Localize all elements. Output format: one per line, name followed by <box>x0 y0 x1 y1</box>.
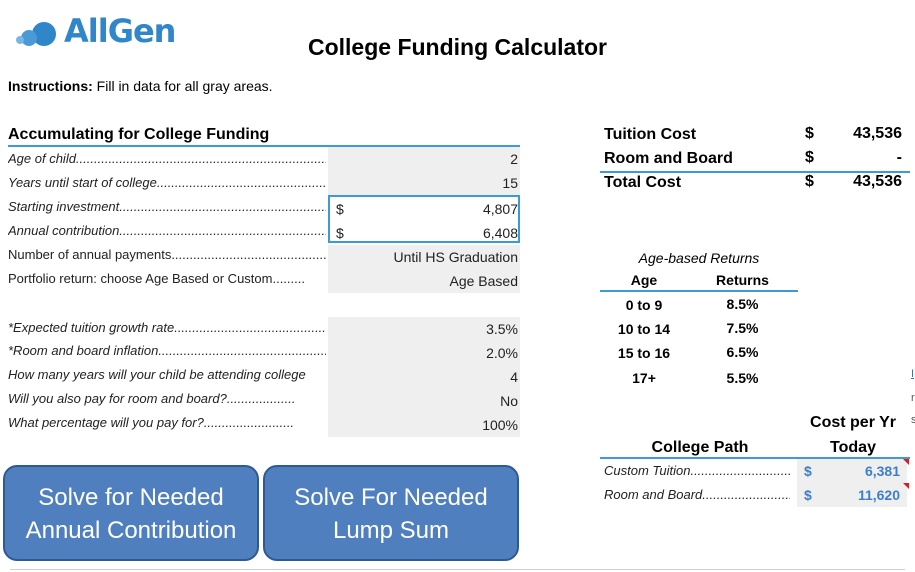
pay-percentage-input[interactable]: 100% <box>328 413 520 437</box>
tuition-cost-label: Tuition Cost <box>604 126 697 143</box>
age-range: 17+ <box>632 370 656 386</box>
age-range: 10 to 14 <box>617 321 671 337</box>
solve-lump-sum-button[interactable]: Solve For Needed Lump Sum <box>263 465 519 561</box>
custom-tuition-label: Custom Tuition..........................… <box>604 463 790 478</box>
comment-indicator-icon <box>903 483 909 489</box>
page-title: College Funding Calculator <box>307 34 607 60</box>
today-header: Today <box>830 439 876 456</box>
solve-lump-line1: Solve For Needed <box>294 484 488 511</box>
starting-investment-label: Starting investment.....................… <box>8 199 326 214</box>
years-attending-label: How many years will your child be attend… <box>8 367 306 382</box>
returns-header: Returns <box>716 272 769 288</box>
tuition-cost-currency: $ <box>805 125 814 142</box>
portfolio-return-label: Portfolio return: choose Age Based or Cu… <box>8 271 305 286</box>
edge-text-fragment: s <box>911 414 915 426</box>
age-range: 0 to 9 <box>625 297 663 313</box>
cost-per-year-header: Cost per Yr <box>810 414 896 431</box>
pay-percentage-label: What percentage will you pay for?.......… <box>8 415 295 430</box>
age-return: 8.5% <box>726 296 759 312</box>
age-based-title: Age-based Returns <box>638 250 760 266</box>
portfolio-return-select[interactable]: Age Based <box>328 269 520 293</box>
college-path-header: College Path <box>651 439 749 456</box>
room-board-cost-value: - <box>896 149 902 166</box>
bottom-divider <box>10 569 905 570</box>
solve-lump-line2: Lump Sum <box>332 517 450 544</box>
edge-link-fragment[interactable]: I <box>911 368 915 380</box>
output-highlight-box <box>328 195 520 243</box>
room-board-path-currency: $ <box>804 487 812 503</box>
starting-investment-field[interactable]: $ 4,807 <box>328 197 520 221</box>
age-of-child-input[interactable]: 2 <box>328 147 520 171</box>
age-of-child-label: Age of child............................… <box>8 151 326 166</box>
solve-annual-line1: Solve for Needed <box>38 484 224 511</box>
allgen-logo: AllGen <box>14 12 176 52</box>
age-return: 6.5% <box>726 344 759 360</box>
instructions-bold: Instructions: <box>8 78 93 94</box>
total-cost-currency: $ <box>805 173 814 190</box>
age-return: 7.5% <box>726 320 759 336</box>
age-range: 15 to 16 <box>617 345 671 361</box>
room-board-inflation-input[interactable]: 2.0% <box>328 341 520 365</box>
instructions: Instructions: Fill in data for all gray … <box>8 78 273 94</box>
total-cost-label: Total Cost <box>604 174 682 191</box>
solve-annual-contribution-button[interactable]: Solve for Needed Annual Contribution <box>3 465 259 561</box>
room-board-cost-label: Room and Board <box>604 150 733 167</box>
years-attending-input[interactable]: 4 <box>328 365 520 389</box>
room-board-path-label: Room and Board..........................… <box>604 487 790 502</box>
starting-investment-value: 4,807 <box>482 201 518 217</box>
annual-contribution-value: 6,408 <box>482 225 518 241</box>
custom-tuition-value: 6,381 <box>864 463 900 479</box>
tuition-growth-label: *Expected tuition growth rate...........… <box>8 320 326 335</box>
room-board-path-field[interactable] <box>797 483 907 507</box>
annual-payments-select[interactable]: Until HS Graduation <box>328 245 520 269</box>
custom-tuition-field[interactable] <box>797 459 907 483</box>
years-until-college-label: Years until start of college............… <box>8 175 326 190</box>
tuition-growth-input[interactable]: 3.5% <box>328 317 520 341</box>
age-header: Age <box>630 272 658 288</box>
section-title: Accumulating for College Funding <box>8 126 520 147</box>
college-path-divider <box>600 457 910 459</box>
annual-contribution-currency: $ <box>336 225 344 241</box>
age-based-divider <box>600 290 798 292</box>
pay-room-board-select[interactable]: No <box>328 389 520 413</box>
custom-tuition-currency: $ <box>804 463 812 479</box>
room-board-cost-currency: $ <box>805 149 814 166</box>
age-return: 5.5% <box>726 370 759 386</box>
annual-payments-label: Number of annual payments...............… <box>8 247 326 262</box>
instructions-text: Fill in data for all gray areas. <box>92 78 273 94</box>
pay-room-board-label: Will you also pay for room and board?...… <box>8 391 296 406</box>
solve-annual-line2: Annual Contribution <box>25 517 237 544</box>
cost-divider <box>600 171 910 173</box>
annual-contribution-label: Annual contribution.....................… <box>8 223 326 238</box>
edge-text-fragment: r <box>911 392 915 404</box>
starting-investment-currency: $ <box>336 201 344 217</box>
logo-bubbles-icon <box>16 22 56 46</box>
tuition-cost-value: 43,536 <box>853 125 902 142</box>
total-cost-value: 43,536 <box>853 173 902 190</box>
room-board-path-value: 11,620 <box>857 487 900 503</box>
logo-text: AllGen <box>64 12 176 50</box>
comment-indicator-icon <box>903 459 909 465</box>
years-until-college-input[interactable]: 15 <box>328 171 520 195</box>
room-board-inflation-label: *Room and board inflation...............… <box>8 343 326 358</box>
